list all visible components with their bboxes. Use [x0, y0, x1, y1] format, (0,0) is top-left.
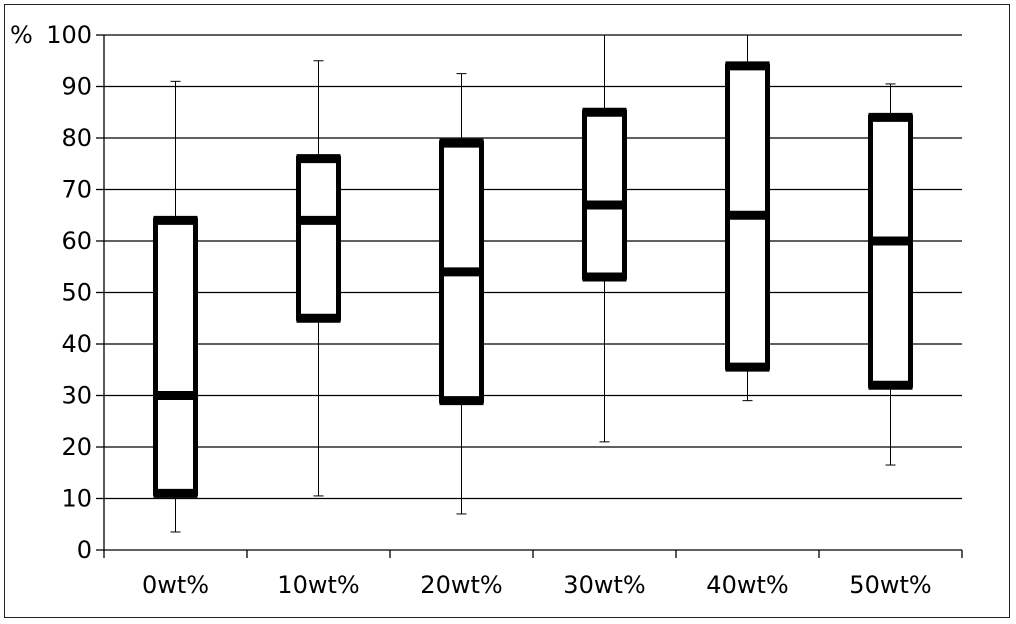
x-tick-label: 0wt% — [142, 571, 209, 599]
x-tick-label: 20wt% — [420, 571, 502, 599]
tick-labels: 0 10 20 30 40 50 60 70 80 90 100 0wt% 10wt% 20wt% 30wt… — [46, 21, 932, 599]
y-tick-label: 50 — [61, 279, 92, 307]
box-0wt% — [153, 217, 198, 496]
y-tick-label: 40 — [61, 330, 92, 358]
y-tick-label: 70 — [61, 176, 92, 204]
y-tick-label: 30 — [61, 382, 92, 410]
y-tick-label: 10 — [61, 485, 92, 513]
y-tick-label: 20 — [61, 433, 92, 461]
y-tick-label: 80 — [61, 124, 92, 152]
gridlines — [104, 34, 962, 500]
box-30wt% — [582, 109, 627, 280]
whiskers — [170, 34, 896, 533]
x-tick-label: 10wt% — [277, 571, 359, 599]
x-tick-label: 30wt% — [563, 571, 645, 599]
box-10wt% — [296, 156, 341, 321]
y-axis-label: % — [10, 21, 33, 49]
y-tick-label: 0 — [77, 536, 92, 564]
y-tick-label: 90 — [61, 73, 92, 101]
x-tick-label: 40wt% — [706, 571, 788, 599]
box-50wt% — [868, 114, 913, 388]
axes — [96, 34, 963, 558]
y-tick-label: 60 — [61, 227, 92, 255]
x-tick-label: 50wt% — [849, 571, 931, 599]
y-tick-label: 100 — [46, 21, 92, 49]
boxes — [153, 61, 913, 498]
